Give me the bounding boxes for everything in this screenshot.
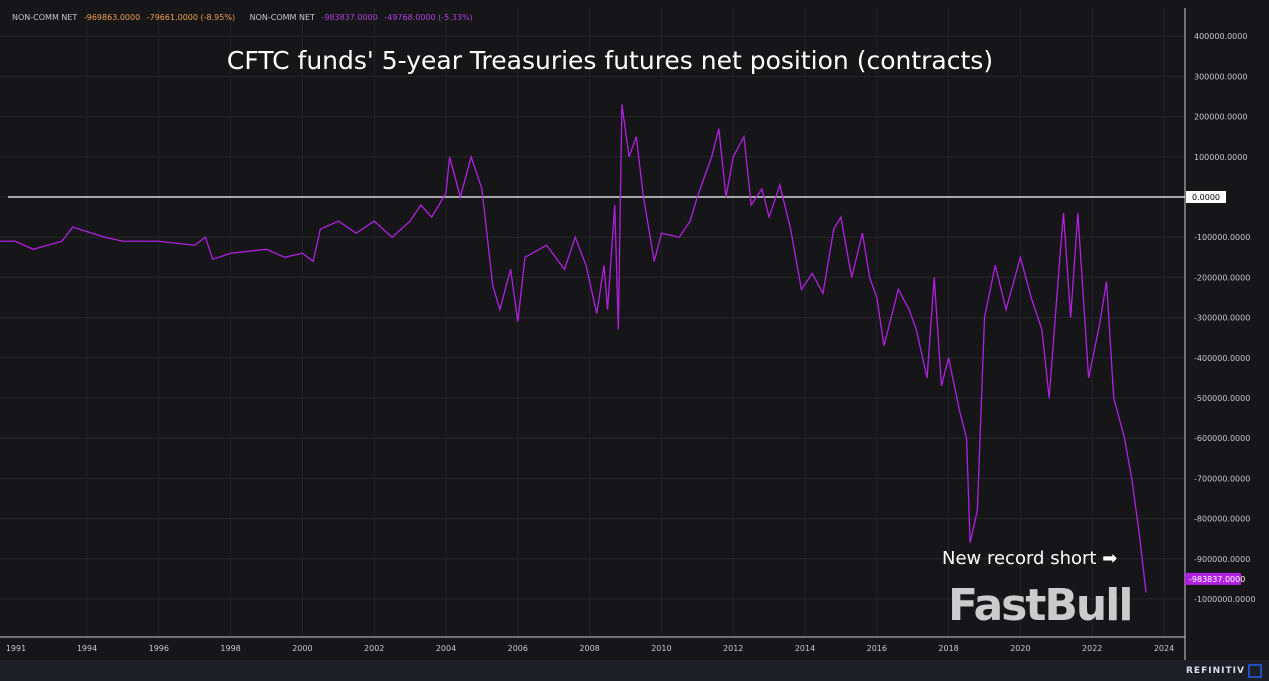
y-tick-label: 200000.0000 [1194,113,1247,122]
legend-2-value: -983837.0000 [321,13,378,22]
y-tick-label: -100000.0000 [1194,233,1250,242]
y-tick-label: 400000.0000 [1194,32,1247,41]
annotation: New record short ➡ [942,548,1117,570]
y-tick-label: 300000.0000 [1194,72,1247,81]
x-tick-label: 2014 [795,644,815,653]
y-tick-label: -400000.0000 [1194,354,1250,363]
series-line [0,104,1147,593]
refinitiv-logo-icon [1248,664,1262,678]
y-tick-label: -500000.0000 [1194,394,1250,403]
y-tick-label: -700000.0000 [1194,474,1250,483]
legend-2-change: -49768.0000 (-5.33%) [384,13,473,22]
legend-1-label: NON-COMM NET [12,13,78,22]
arrow-right-icon: ➡ [1102,548,1118,569]
x-tick-label: 2020 [1010,644,1030,653]
last-value-label: -983837.0000 [1189,575,1245,584]
zero-value-label: 0.0000 [1192,193,1220,202]
refinitiv-brand: REFINITIV [1186,666,1245,676]
y-tick-label: -200000.0000 [1194,273,1250,282]
y-tick-label: -300000.0000 [1194,314,1250,323]
x-tick-label: 2022 [1082,644,1102,653]
legend: NON-COMM NET -969863.0000 -79661.0000 (-… [12,13,477,22]
y-tick-label: -600000.0000 [1194,434,1250,443]
y-tick-label: -1000000.0000 [1194,595,1255,604]
x-tick-label: 2012 [723,644,743,653]
last-value-badge [1185,572,1241,585]
x-tick-label: 2018 [938,644,958,653]
x-tick-label: 1991 [6,644,26,653]
plot-area: 400000.0000 300000.0000 200000.0000 100000.… [0,0,1269,660]
chart-svg: 400000.0000 300000.0000 200000.0000 100000.… [0,8,1255,660]
legend-1-change: -79661.0000 (-8.95%) [146,13,236,22]
x-tick-label: 2016 [867,644,887,653]
fastbull-watermark: FastBull [948,580,1133,631]
x-tick-label: 1996 [149,644,169,653]
y-tick-label: -800000.0000 [1194,515,1250,524]
zero-value-badge [1186,191,1226,203]
x-tick-label: 2024 [1154,644,1174,653]
legend-1-value: -969863.0000 [83,13,141,22]
x-tick-label: 2010 [651,644,671,653]
x-tick-label: 2006 [508,644,528,653]
x-tick-label: 1994 [77,644,97,653]
y-tick-label: 100000.0000 [1194,153,1247,162]
chart-title: CFTC funds' 5-year Treasuries futures ne… [226,46,994,75]
x-tick-label: 1998 [220,644,240,653]
y-tick-label: -900000.0000 [1194,555,1250,564]
x-tick-label: 2002 [364,644,384,653]
x-tick-label: 2000 [292,644,312,653]
legend-2-label: NON-COMM NET [249,13,315,22]
x-tick-label: 2008 [579,644,599,653]
x-tick-label: 2004 [436,644,456,653]
annotation-text: New record short [942,548,1097,569]
